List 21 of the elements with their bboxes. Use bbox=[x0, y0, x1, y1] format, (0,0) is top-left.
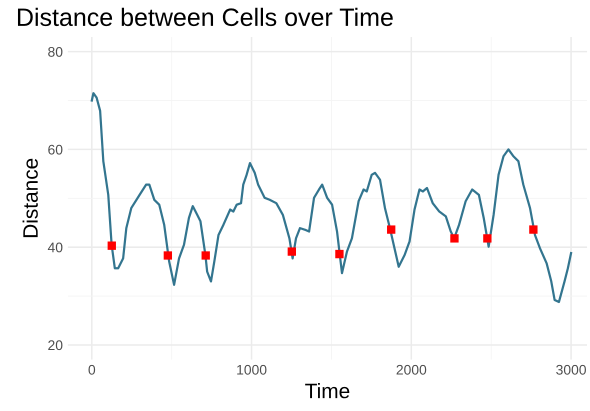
y-tick-label: 40 bbox=[48, 242, 62, 252]
x-tick-label: 1000 bbox=[237, 364, 266, 375]
point bbox=[335, 250, 344, 258]
y-tick-label: 20 bbox=[48, 340, 62, 350]
y-axis-title: Distance bbox=[22, 158, 38, 238]
point bbox=[164, 251, 172, 260]
chart-title: Distance between Cells over Time bbox=[18, 8, 393, 26]
point bbox=[450, 234, 459, 243]
point bbox=[483, 234, 492, 243]
y-tick-label: 60 bbox=[48, 144, 62, 155]
point bbox=[202, 251, 210, 260]
x-tick-label: 0 bbox=[88, 364, 96, 375]
point bbox=[108, 242, 116, 250]
line-series bbox=[90, 92, 572, 304]
y-tick-label: 80 bbox=[48, 46, 62, 57]
point bbox=[387, 225, 396, 234]
point bbox=[529, 225, 538, 234]
x-tick-label: 2000 bbox=[396, 364, 426, 375]
x-axis-title: Time bbox=[305, 382, 350, 398]
point bbox=[288, 247, 296, 256]
x-tick-label: 3000 bbox=[556, 364, 586, 375]
